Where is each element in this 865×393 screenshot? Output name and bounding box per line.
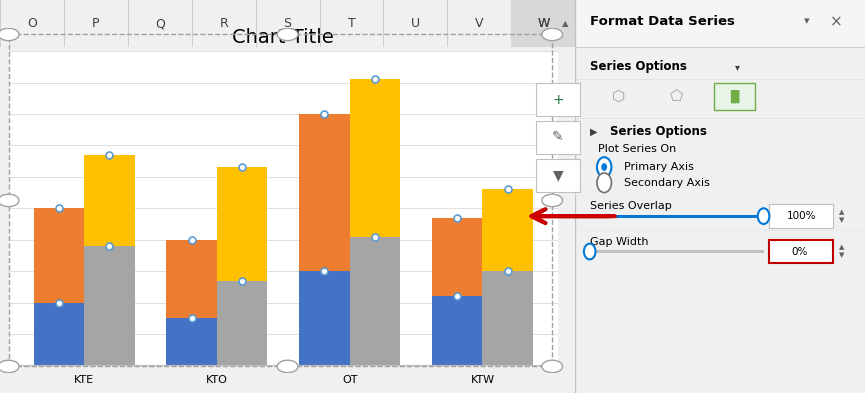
- FancyBboxPatch shape: [536, 83, 580, 116]
- Text: Secondary Axis: Secondary Axis: [625, 178, 710, 188]
- FancyBboxPatch shape: [769, 204, 833, 228]
- Text: Series Overlap: Series Overlap: [590, 201, 671, 211]
- Bar: [511, 0, 575, 47]
- Circle shape: [597, 157, 612, 177]
- Text: ×: ×: [830, 14, 843, 29]
- Bar: [432, 218, 483, 296]
- Bar: [590, 215, 764, 218]
- Text: 0%: 0%: [791, 246, 808, 257]
- Bar: [34, 303, 84, 365]
- Bar: [349, 79, 400, 237]
- Text: Primary Axis: Primary Axis: [625, 162, 695, 172]
- Text: ▐▌: ▐▌: [725, 90, 744, 103]
- Text: ▾: ▾: [804, 17, 810, 27]
- Text: +: +: [552, 93, 564, 107]
- Bar: [349, 237, 400, 365]
- Bar: [166, 318, 217, 365]
- Text: ▾: ▾: [734, 62, 740, 72]
- Text: ▼: ▼: [839, 252, 844, 259]
- Circle shape: [584, 244, 595, 259]
- Bar: [590, 215, 764, 218]
- Bar: [432, 296, 483, 365]
- Bar: [217, 167, 267, 281]
- Text: P: P: [92, 17, 99, 30]
- Text: R: R: [220, 17, 228, 30]
- Text: Format Data Series: Format Data Series: [590, 15, 734, 28]
- Bar: [166, 240, 217, 318]
- Circle shape: [541, 360, 562, 373]
- Text: W: W: [537, 17, 549, 30]
- Text: Series Options: Series Options: [590, 60, 687, 73]
- Text: V: V: [475, 17, 484, 30]
- Circle shape: [601, 163, 607, 171]
- Text: ▼: ▼: [553, 168, 563, 182]
- FancyBboxPatch shape: [536, 121, 580, 154]
- Text: U: U: [411, 17, 420, 30]
- Text: Plot Series On: Plot Series On: [599, 144, 676, 154]
- Bar: [299, 271, 349, 365]
- Bar: [575, 0, 865, 47]
- Text: ▲: ▲: [839, 209, 844, 215]
- Bar: [34, 208, 84, 303]
- Bar: [84, 246, 135, 365]
- Text: Series Options: Series Options: [610, 125, 707, 138]
- Text: Gap Width: Gap Width: [590, 237, 648, 247]
- Text: ▲: ▲: [839, 244, 844, 251]
- FancyArrowPatch shape: [532, 209, 610, 223]
- Bar: [483, 189, 533, 271]
- Bar: [299, 114, 349, 271]
- Text: ▲: ▲: [562, 19, 569, 28]
- FancyBboxPatch shape: [536, 159, 580, 192]
- Bar: [483, 271, 533, 365]
- Title: Chart Title: Chart Title: [233, 28, 334, 47]
- Bar: [84, 155, 135, 246]
- Text: T: T: [348, 17, 356, 30]
- Circle shape: [0, 28, 19, 40]
- Circle shape: [597, 173, 612, 193]
- Text: S: S: [284, 17, 292, 30]
- Circle shape: [758, 208, 769, 224]
- Circle shape: [0, 360, 19, 373]
- Bar: [714, 83, 755, 110]
- Text: W: W: [537, 17, 549, 30]
- Text: 100%: 100%: [786, 211, 816, 221]
- Circle shape: [278, 28, 298, 40]
- FancyBboxPatch shape: [769, 240, 833, 263]
- Text: ▶: ▶: [590, 127, 597, 137]
- Bar: [590, 250, 764, 253]
- Circle shape: [0, 194, 19, 207]
- Circle shape: [541, 194, 562, 207]
- Text: Q: Q: [155, 17, 164, 30]
- Bar: [217, 281, 267, 365]
- Text: ⬠: ⬠: [670, 89, 683, 104]
- Text: ▼: ▼: [839, 217, 844, 223]
- Circle shape: [278, 360, 298, 373]
- Text: O: O: [27, 17, 37, 30]
- Circle shape: [541, 28, 562, 40]
- Text: ✎: ✎: [552, 130, 564, 145]
- Text: ⬡: ⬡: [612, 89, 625, 104]
